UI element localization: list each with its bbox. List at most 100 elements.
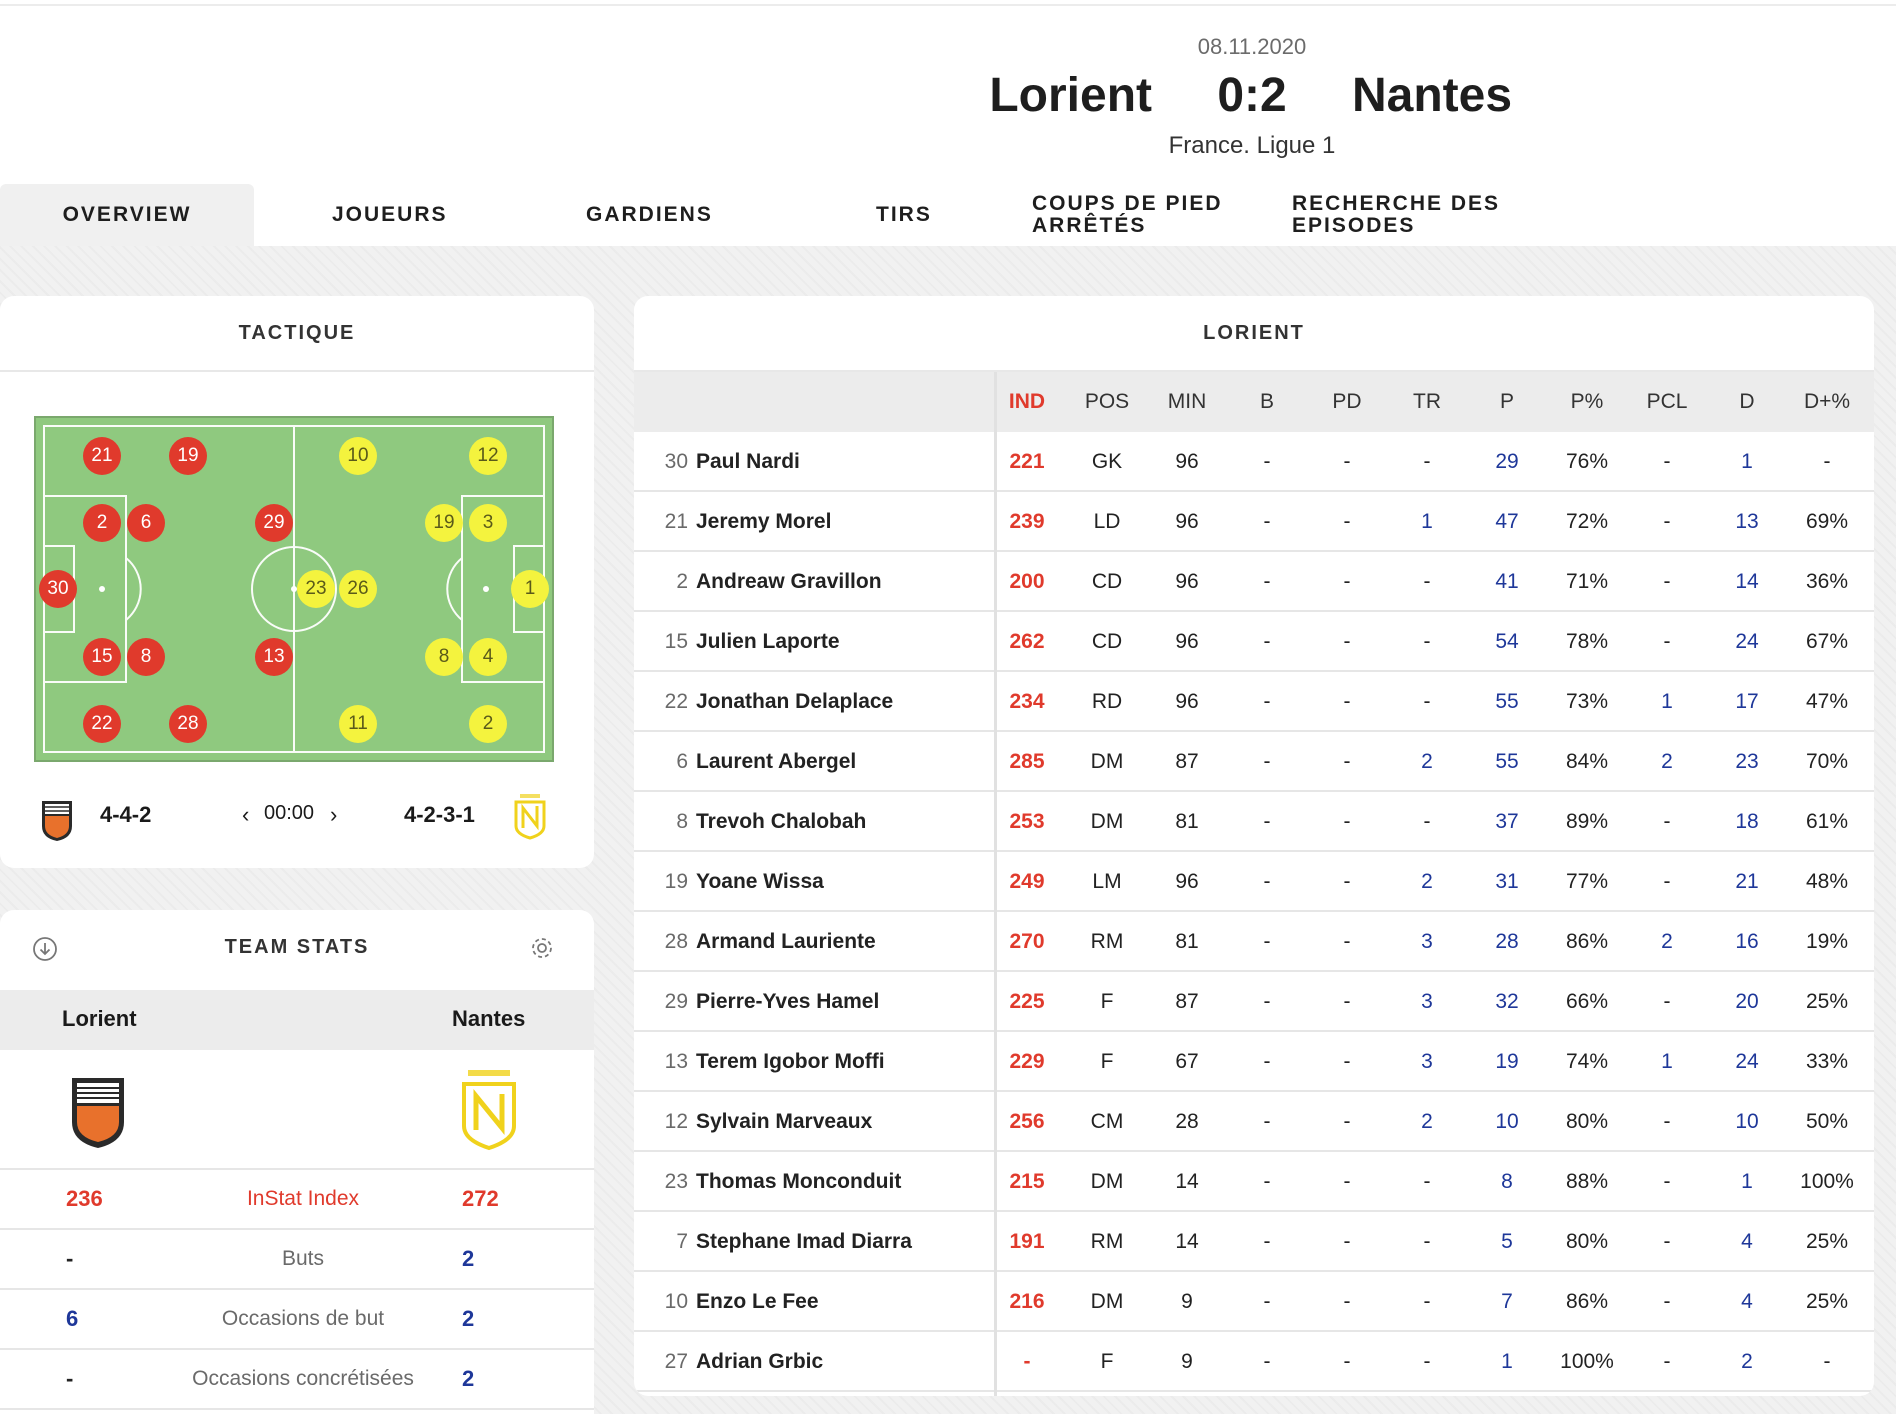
- home-player-dot[interactable]: 29: [255, 504, 293, 542]
- col-pos[interactable]: POS: [1084, 390, 1130, 413]
- table-row[interactable]: 7 Stephane Imad Diarra 191 RM 14 - - - 5 80% - 4 25%: [634, 1212, 1874, 1272]
- away-stat-value[interactable]: 2: [462, 1306, 475, 1331]
- away-stat-value[interactable]: 2: [462, 1246, 475, 1271]
- player-name[interactable]: Jeremy Morel: [696, 510, 832, 533]
- d-cell[interactable]: 1: [1741, 450, 1753, 473]
- p-cell[interactable]: 55: [1495, 750, 1519, 773]
- table-row[interactable]: 10 Enzo Le Fee 216 DM 9 - - - 7 86% - 4 25%: [634, 1272, 1874, 1332]
- player-name[interactable]: Laurent Abergel: [696, 750, 857, 773]
- d-cell[interactable]: 24: [1735, 1050, 1759, 1073]
- tr-cell[interactable]: 2: [1421, 1110, 1433, 1133]
- away-player-dot[interactable]: 2: [469, 705, 507, 743]
- d-cell[interactable]: 21: [1735, 870, 1759, 893]
- pcl-cell[interactable]: 2: [1661, 930, 1673, 953]
- home-stat-value[interactable]: 6: [66, 1306, 79, 1331]
- player-name[interactable]: Paul Nardi: [696, 450, 800, 473]
- home-player-dot[interactable]: 19: [169, 437, 207, 475]
- col-tr[interactable]: TR: [1413, 390, 1441, 413]
- away-player-dot[interactable]: 11: [339, 705, 377, 743]
- away-player-dot[interactable]: 8: [425, 638, 463, 676]
- tab-tirs[interactable]: TIRS: [876, 203, 932, 226]
- d-cell[interactable]: 18: [1735, 810, 1759, 833]
- d-cell[interactable]: 23: [1735, 750, 1759, 773]
- d-cell[interactable]: 1: [1741, 1170, 1753, 1193]
- p-cell[interactable]: 1: [1501, 1350, 1513, 1373]
- table-row[interactable]: 2 Andreaw Gravillon 200 CD 96 - - - 41 71% - 14 36%: [634, 552, 1874, 612]
- table-row[interactable]: 12 Sylvain Marveaux 256 CM 28 - - 2 10 80% - 10 50%: [634, 1092, 1874, 1152]
- table-row[interactable]: 30 Paul Nardi 221 GK 96 - - - 29 76% - 1 -: [634, 432, 1874, 492]
- away-player-dot[interactable]: 19: [425, 504, 463, 542]
- d-cell[interactable]: 4: [1741, 1230, 1753, 1253]
- away-player-dot[interactable]: 26: [339, 570, 377, 608]
- p-cell[interactable]: 8: [1501, 1170, 1513, 1193]
- tab-gardiens[interactable]: GARDIENS: [586, 203, 713, 226]
- table-row[interactable]: 13 Terem Igobor Moffi 229 F 67 - - 3 19 74% 1 24 33%: [634, 1032, 1874, 1092]
- table-row[interactable]: 6 Laurent Abergel 285 DM 87 - - 2 55 84% 2 23 70%: [634, 732, 1874, 792]
- gear-icon[interactable]: [528, 934, 556, 962]
- p-cell[interactable]: 55: [1495, 690, 1519, 713]
- away-player-dot[interactable]: 12: [469, 437, 507, 475]
- col-b[interactable]: B: [1259, 390, 1274, 413]
- col-pcl[interactable]: PCL: [1646, 390, 1688, 413]
- away-player-dot[interactable]: 4: [469, 638, 507, 676]
- player-name[interactable]: Yoane Wissa: [696, 870, 824, 893]
- table-row[interactable]: 19 Yoane Wissa 249 LM 96 - - 2 31 77% - 21 48%: [634, 852, 1874, 912]
- player-name[interactable]: Stephane Imad Diarra: [696, 1230, 912, 1253]
- pcl-cell[interactable]: 2: [1661, 750, 1673, 773]
- tr-cell[interactable]: 3: [1421, 930, 1433, 953]
- player-name[interactable]: Andreaw Gravillon: [696, 570, 882, 593]
- player-name[interactable]: Jonathan Delaplace: [696, 690, 894, 713]
- pcl-cell[interactable]: 1: [1661, 1050, 1673, 1073]
- tab-joueurs[interactable]: JOUEURS: [332, 203, 448, 226]
- d-cell[interactable]: 17: [1735, 690, 1759, 713]
- table-row[interactable]: 8 Trevoh Chalobah 253 DM 81 - - - 37 89% - 18 61%: [634, 792, 1874, 852]
- col-d[interactable]: D: [1739, 390, 1755, 413]
- home-player-dot[interactable]: 6: [127, 504, 165, 542]
- timer-prev-icon[interactable]: ‹: [242, 802, 250, 827]
- tr-cell[interactable]: 3: [1421, 990, 1433, 1013]
- d-cell[interactable]: 13: [1735, 510, 1759, 533]
- player-name[interactable]: Adrian Grbic: [696, 1350, 824, 1373]
- col-p-pct[interactable]: P%: [1570, 390, 1604, 413]
- player-name[interactable]: Armand Lauriente: [696, 930, 876, 953]
- d-cell[interactable]: 4: [1741, 1290, 1753, 1313]
- away-player-dot[interactable]: 3: [469, 504, 507, 542]
- player-name[interactable]: Thomas Monconduit: [696, 1170, 902, 1193]
- d-cell[interactable]: 2: [1741, 1350, 1753, 1373]
- player-name[interactable]: Terem Igobor Moffi: [696, 1050, 885, 1073]
- p-cell[interactable]: 19: [1495, 1050, 1519, 1073]
- home-player-dot[interactable]: 30: [39, 570, 77, 608]
- tr-cell[interactable]: 1: [1421, 510, 1433, 533]
- timer-next-icon[interactable]: ›: [330, 802, 338, 827]
- tab-coups-de-pied[interactable]: COUPS DE PIED ARRÊTÉS: [1032, 192, 1223, 237]
- home-player-dot[interactable]: 8: [127, 638, 165, 676]
- d-cell[interactable]: 24: [1735, 630, 1759, 653]
- d-cell[interactable]: 20: [1735, 990, 1759, 1013]
- p-cell[interactable]: 37: [1495, 810, 1519, 833]
- home-player-dot[interactable]: 13: [255, 638, 293, 676]
- p-cell[interactable]: 32: [1495, 990, 1519, 1013]
- p-cell[interactable]: 7: [1501, 1290, 1513, 1313]
- home-player-dot[interactable]: 28: [169, 705, 207, 743]
- table-row[interactable]: 21 Jeremy Morel 239 LD 96 - - 1 47 72% - 13 69%: [634, 492, 1874, 552]
- player-name[interactable]: Pierre-Yves Hamel: [696, 990, 880, 1013]
- p-cell[interactable]: 31: [1495, 870, 1519, 893]
- p-cell[interactable]: 5: [1501, 1230, 1513, 1253]
- home-player-dot[interactable]: 2: [83, 504, 121, 542]
- tab-recherche-episodes[interactable]: RECHERCHE DES EPISODES: [1292, 192, 1501, 237]
- tab-overview[interactable]: OVERVIEW: [0, 184, 254, 246]
- download-icon[interactable]: [32, 936, 58, 962]
- p-cell[interactable]: 41: [1495, 570, 1519, 593]
- player-name[interactable]: Trevoh Chalobah: [696, 810, 867, 833]
- d-cell[interactable]: 16: [1735, 930, 1759, 953]
- col-ind[interactable]: IND: [1008, 390, 1046, 413]
- tr-cell[interactable]: 3: [1421, 1050, 1433, 1073]
- table-row[interactable]: 22 Jonathan Delaplace 234 RD 96 - - - 55 73% 1 17 47…: [634, 672, 1874, 732]
- p-cell[interactable]: 54: [1495, 630, 1519, 653]
- col-min[interactable]: MIN: [1167, 390, 1207, 413]
- col-d-plus-pct[interactable]: D+%: [1803, 390, 1851, 413]
- away-stat-value[interactable]: 2: [462, 1366, 475, 1391]
- competition-name[interactable]: France. Ligue 1: [1168, 132, 1336, 159]
- p-cell[interactable]: 29: [1495, 450, 1519, 473]
- away-player-dot[interactable]: 23: [297, 570, 335, 608]
